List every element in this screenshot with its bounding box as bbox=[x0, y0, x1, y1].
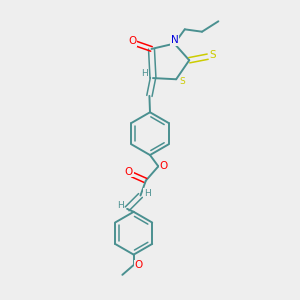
Text: H: H bbox=[144, 189, 150, 198]
Text: S: S bbox=[179, 77, 185, 86]
Text: O: O bbox=[125, 167, 133, 177]
Text: O: O bbox=[128, 36, 136, 46]
Text: H: H bbox=[141, 69, 147, 78]
Text: O: O bbox=[160, 161, 168, 171]
Text: O: O bbox=[134, 260, 142, 270]
Text: N: N bbox=[171, 35, 178, 45]
Text: S: S bbox=[210, 50, 216, 60]
Text: H: H bbox=[117, 201, 124, 210]
